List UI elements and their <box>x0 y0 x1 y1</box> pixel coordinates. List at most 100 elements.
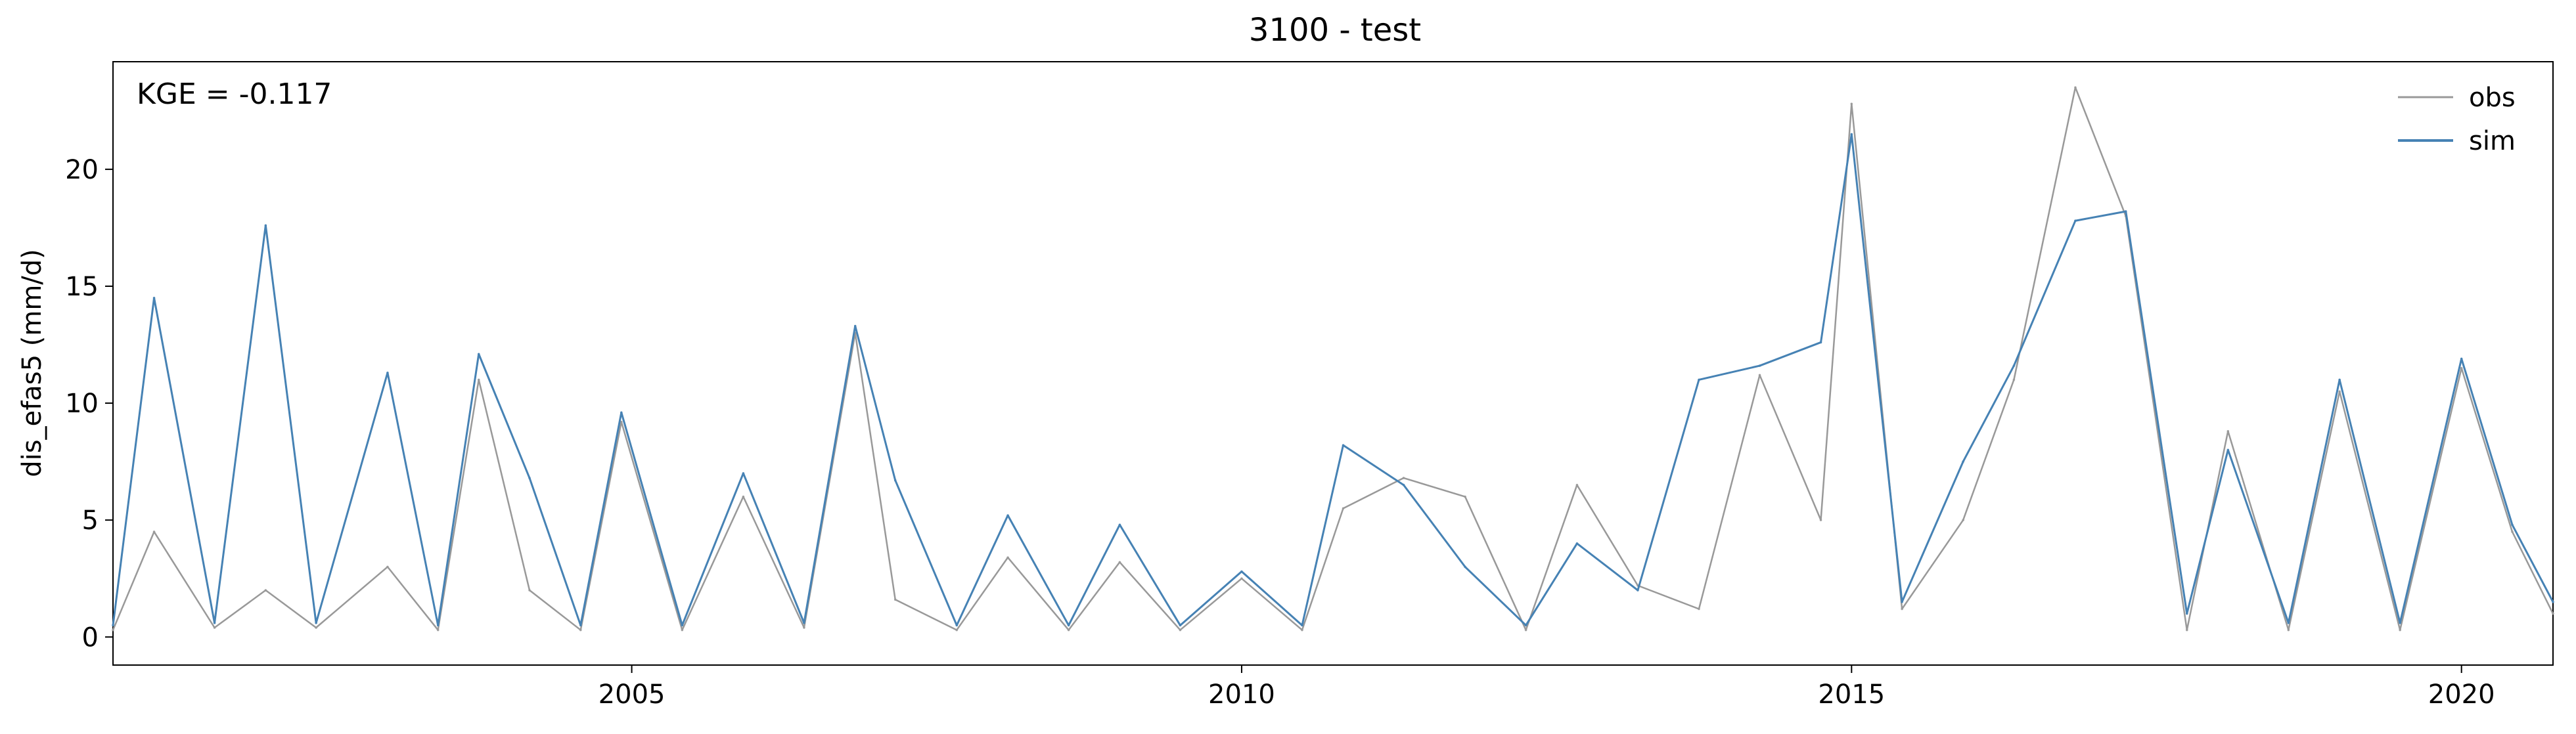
data-point-sim <box>152 296 156 299</box>
data-point-obs <box>1819 519 1822 521</box>
kge-annotation: KGE = -0.117 <box>137 77 332 111</box>
data-point-sim <box>1301 624 1303 627</box>
data-point-sim <box>1962 460 1964 463</box>
data-point-obs <box>1524 628 1527 632</box>
data-point-obs <box>803 626 805 629</box>
data-point-obs <box>1342 507 1345 510</box>
data-point-obs <box>213 626 216 629</box>
series-layer <box>112 86 2554 632</box>
data-point-sim <box>1240 570 1243 573</box>
plot-frame <box>112 61 2554 666</box>
data-point-sim <box>1006 514 1009 517</box>
data-point-sim <box>2012 364 2016 367</box>
legend: obs sim <box>2398 83 2516 156</box>
data-point-sim <box>955 624 959 627</box>
data-point-obs <box>152 530 156 533</box>
data-point-obs <box>264 589 267 592</box>
data-point-sim <box>1575 542 1579 545</box>
data-point-sim <box>1118 523 1121 527</box>
data-point-sim <box>2511 523 2514 527</box>
data-point-sim <box>2287 622 2290 624</box>
data-point-obs <box>2012 378 2016 381</box>
x-tick-label: 2015 <box>1818 680 1885 710</box>
data-point-sim <box>853 324 857 328</box>
data-point-obs <box>2287 628 2290 632</box>
x-tick-label: 2005 <box>599 680 666 710</box>
data-point-obs <box>1962 519 1964 521</box>
data-point-sim <box>1758 364 1761 367</box>
data-point-obs <box>2399 628 2401 632</box>
data-point-obs <box>1179 628 1182 632</box>
data-point-sim <box>1637 589 1639 592</box>
data-point-obs <box>315 626 317 629</box>
y-tick-label: 5 <box>82 506 99 536</box>
data-point-sim <box>2552 601 2554 603</box>
data-point-sim <box>1698 378 1700 381</box>
data-point-obs <box>436 628 440 632</box>
data-point-obs <box>1464 495 1466 498</box>
legend-label-obs: obs <box>2469 83 2516 113</box>
data-point-sim <box>2185 612 2188 615</box>
data-point-obs <box>1575 483 1579 486</box>
data-point-sim <box>112 624 114 627</box>
data-point-obs <box>1850 102 1853 105</box>
data-point-sim <box>620 411 623 414</box>
y-tick-label: 20 <box>65 155 99 185</box>
legend-label-sim: sim <box>2469 126 2516 156</box>
data-point-sim <box>386 371 389 374</box>
data-point-obs <box>1758 374 1761 377</box>
y-axis: 0 5 10 15 20 <box>65 155 113 653</box>
data-point-sim <box>528 477 531 479</box>
data-point-sim <box>742 472 745 475</box>
data-point-obs <box>528 589 531 592</box>
data-point-obs <box>1698 607 1700 611</box>
data-point-obs <box>955 628 959 632</box>
data-point-sim <box>2399 622 2401 624</box>
data-point-obs <box>2074 86 2077 89</box>
data-point-obs <box>2552 612 2554 615</box>
data-point-obs <box>742 495 745 498</box>
data-point-obs <box>2226 429 2230 433</box>
data-point-sim <box>579 624 582 627</box>
data-point-sim <box>1524 624 1527 627</box>
x-axis: 2005 2010 2015 2020 <box>599 665 2495 710</box>
data-point-obs <box>1301 628 1303 632</box>
data-point-obs <box>1402 477 1405 479</box>
data-point-obs <box>579 628 582 632</box>
data-point-sim <box>436 624 440 627</box>
data-point-sim <box>1464 565 1466 569</box>
data-point-obs <box>1118 561 1121 564</box>
data-point-sim <box>1850 133 1853 136</box>
data-point-sim <box>1819 341 1822 344</box>
data-point-sim <box>315 622 317 624</box>
data-point-sim <box>681 624 684 627</box>
data-point-sim <box>803 622 805 624</box>
data-point-obs <box>1067 628 1070 632</box>
plot-area <box>112 61 2554 666</box>
data-point-obs <box>2511 530 2514 533</box>
data-point-sim <box>213 622 216 624</box>
data-point-sim <box>2124 210 2127 213</box>
data-point-obs <box>2460 366 2463 370</box>
data-point-sim <box>264 224 267 227</box>
x-tick-label: 2020 <box>2428 680 2495 710</box>
x-tick-label: 2010 <box>1208 680 1275 710</box>
y-tick-label: 0 <box>82 622 99 653</box>
data-point-obs <box>1901 607 1903 611</box>
y-tick-label: 10 <box>65 389 99 419</box>
data-point-sim <box>2226 448 2230 452</box>
y-axis-label: dis_efas5 (mm/d) <box>17 249 47 477</box>
data-point-sim <box>1342 444 1345 446</box>
data-point-obs <box>893 598 897 601</box>
data-point-obs <box>2338 390 2341 393</box>
data-point-obs <box>620 420 623 423</box>
data-point-sim <box>2460 357 2463 360</box>
data-point-obs <box>1240 577 1243 580</box>
data-point-sim <box>2074 219 2077 223</box>
data-point-obs <box>386 565 389 569</box>
data-point-sim <box>2338 378 2341 381</box>
data-point-sim <box>1901 601 1903 603</box>
data-point-obs <box>681 628 684 632</box>
